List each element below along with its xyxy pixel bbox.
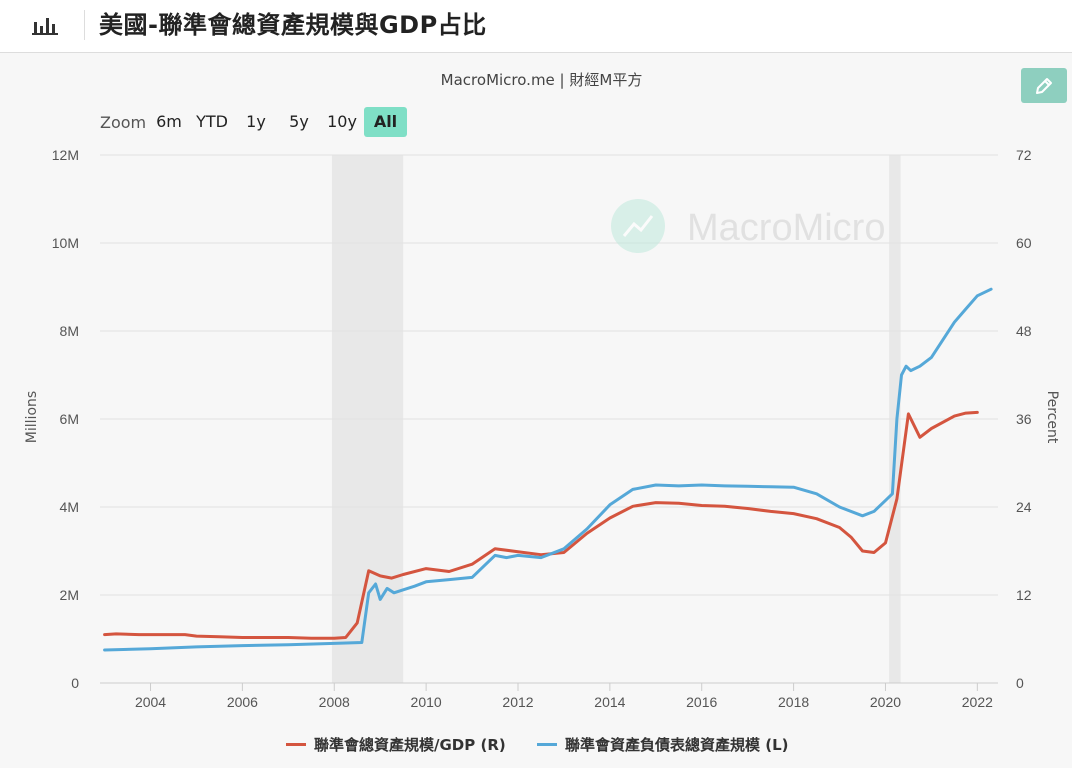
legend-item-ratio[interactable]: 聯準會總資產規模/GDP (R) — [286, 734, 506, 756]
page-title: 美國-聯準會總資產規模與GDP占比 — [99, 11, 487, 39]
zoom-1y-button[interactable]: 1y — [246, 112, 266, 131]
y-left-axis-label: Millions — [24, 391, 40, 443]
zoom-6m-button[interactable]: 6m — [156, 112, 182, 131]
pencil-icon — [1036, 78, 1052, 94]
legend-label-ratio: 聯準會總資產規模/GDP (R) — [314, 736, 506, 754]
watermark-logo-line — [622, 215, 654, 237]
y-right-tick-label: 60 — [1016, 235, 1032, 251]
y-left-tick-label: 0 — [71, 675, 79, 691]
y-left-tick-label: 10M — [52, 235, 79, 251]
legend-swatch-blue — [537, 742, 557, 746]
series-line-total-assets — [103, 287, 993, 652]
zoom-label: Zoom — [100, 113, 147, 132]
x-tick-label: 2018 — [778, 694, 809, 710]
bar-chart-icon[interactable] — [30, 12, 60, 38]
y-right-tick-label: 72 — [1016, 147, 1032, 163]
x-tick-label: 2014 — [594, 694, 625, 710]
y-left-tick-label: 6M — [60, 411, 79, 427]
y-left-tick-label: 2M — [60, 587, 79, 603]
series-line-ratio-to-gdp — [103, 410, 979, 640]
x-tick-label: 2020 — [870, 694, 901, 710]
x-tick-label: 2012 — [502, 694, 533, 710]
watermark: MacroMicro — [611, 199, 885, 253]
zoom-ytd-button[interactable]: YTD — [196, 112, 228, 131]
legend-label-assets: 聯準會資產負債表總資產規模 (L) — [565, 736, 789, 754]
x-tick-label: 2006 — [227, 694, 258, 710]
x-tick-label: 2016 — [686, 694, 717, 710]
edit-button[interactable] — [1021, 68, 1067, 103]
zoom-10y-button[interactable]: 10y — [327, 112, 357, 131]
header-divider — [84, 10, 85, 40]
x-tick-label: 2010 — [411, 694, 442, 710]
y-right-tick-label: 36 — [1016, 411, 1032, 427]
x-tick-label: 2008 — [319, 694, 350, 710]
y-right-tick-label: 12 — [1016, 587, 1032, 603]
y-right-tick-label: 48 — [1016, 323, 1032, 339]
watermark-text: MacroMicro — [687, 207, 885, 249]
y-right-tick-label: 24 — [1016, 499, 1032, 515]
legend-swatch-red — [286, 742, 306, 746]
zoom-all-button[interactable]: All — [364, 107, 407, 137]
y-right-tick-label: 0 — [1016, 675, 1024, 691]
y-right-axis-label: Percent — [1044, 391, 1060, 444]
x-tick-label: 2004 — [135, 694, 166, 710]
y-left-tick-label: 12M — [52, 147, 79, 163]
y-left-tick-label: 4M — [60, 499, 79, 515]
header-bar: 美國-聯準會總資產規模與GDP占比 — [0, 0, 1072, 53]
y-left-tick-label: 8M — [60, 323, 79, 339]
legend-item-assets[interactable]: 聯準會資產負債表總資產規模 (L) — [537, 734, 789, 756]
x-tick-label: 2022 — [962, 694, 993, 710]
zoom-5y-button[interactable]: 5y — [289, 112, 309, 131]
chart-source: MacroMicro.me | 財經M平方 — [440, 71, 643, 89]
